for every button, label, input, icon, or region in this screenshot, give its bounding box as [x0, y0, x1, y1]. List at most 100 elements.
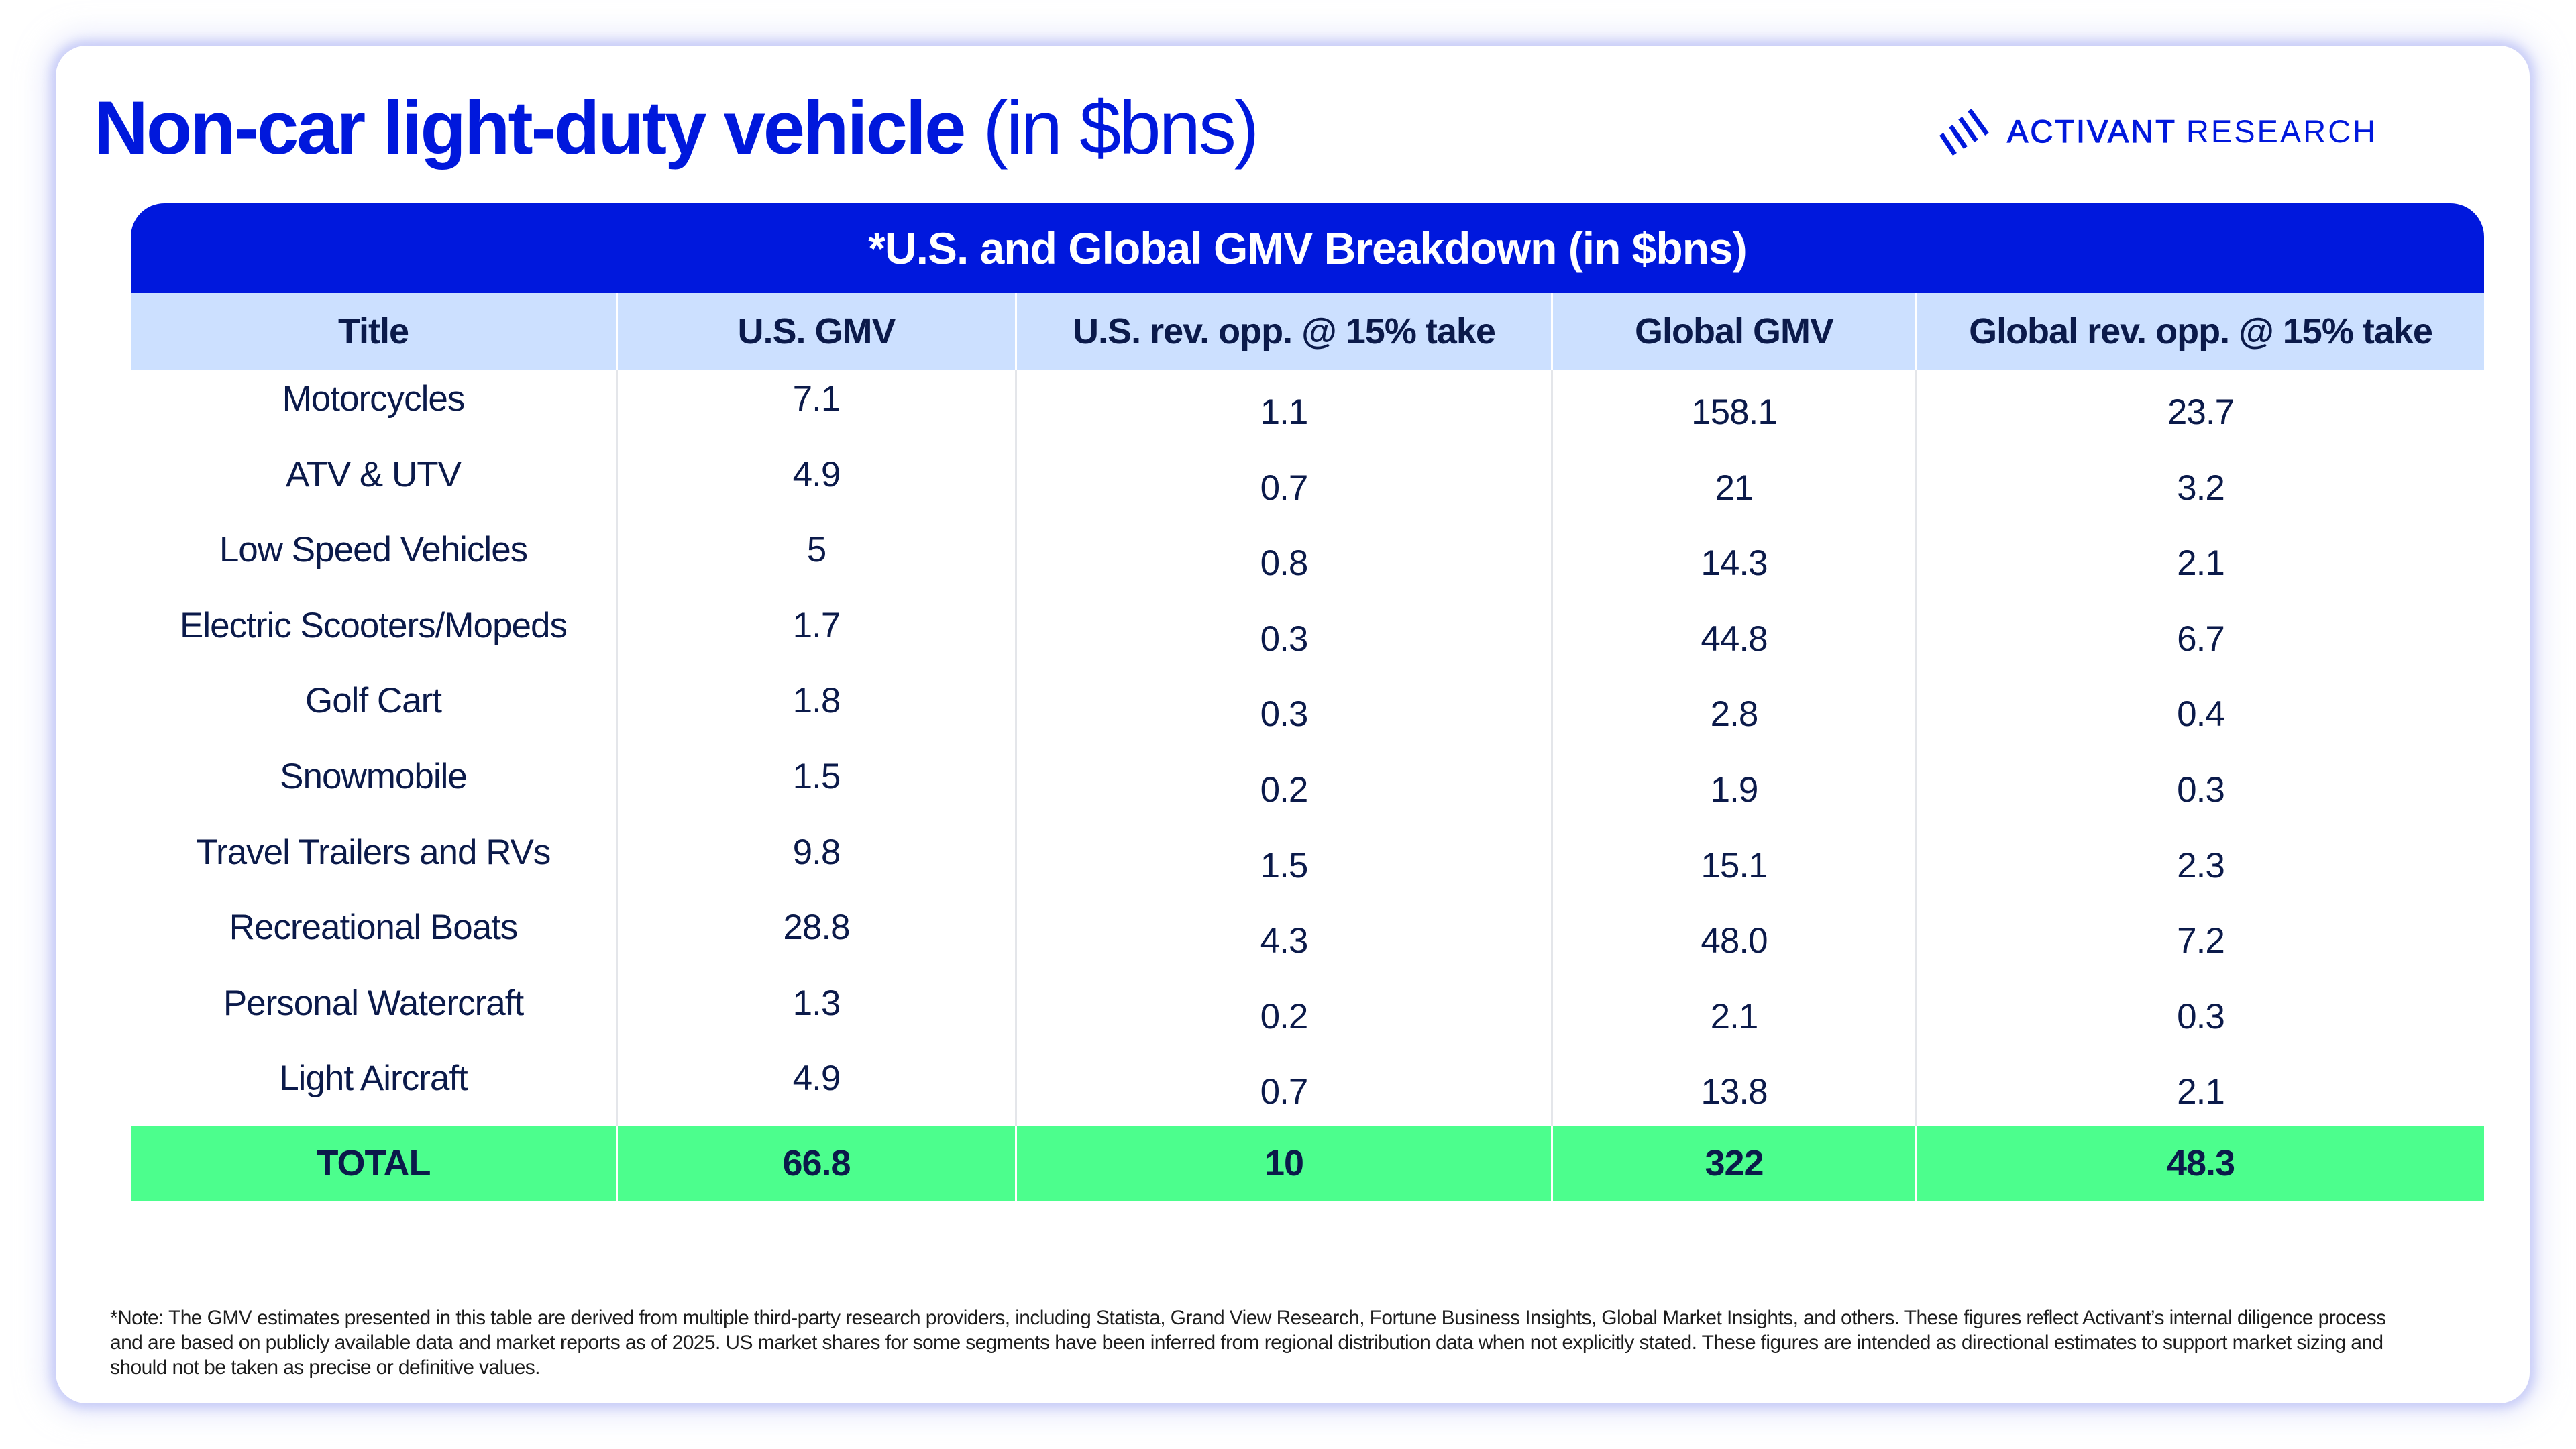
logo-brand-primary: ACTIVANT: [2006, 113, 2177, 149]
column-header-us-gmv: U.S. GMV: [616, 293, 1015, 370]
table-cell-value: 1.1: [1260, 392, 1309, 432]
table-cell-us-rev-opp: 0.2: [1015, 747, 1551, 824]
activant-research-logo: ACTIVANT RESEARCH: [1939, 107, 2377, 156]
table-cell-title: Motorcycles: [131, 370, 616, 446]
table-cell-value: 14.3: [1701, 543, 1768, 584]
column-header-title: Title: [131, 293, 616, 370]
table-cell-value: 1.5: [1260, 845, 1309, 885]
table-cell-us-rev-opp: 1.5: [1015, 823, 1551, 900]
table-cell-us-gmv: 5: [616, 521, 1015, 597]
footnote: *Note: The GMV estimates presented in th…: [110, 1307, 2386, 1379]
table-cell-global-rev-opp: 2.1: [1915, 1050, 2484, 1126]
table-cell-title: Travel Trailers and RVs: [131, 824, 616, 900]
table-cell-value: 2.1: [2177, 543, 2225, 584]
table-cell-title: Light Aircraft: [131, 1050, 616, 1126]
total-cell-us-gmv: 66.8: [616, 1125, 1015, 1201]
table-cell-title: Personal Watercraft: [131, 975, 616, 1051]
total-cell-global-gmv: 322: [1551, 1125, 1915, 1201]
table-cell-value: 1.8: [792, 681, 841, 721]
table-cell-value: 1.3: [792, 983, 841, 1023]
table-cell-us-rev-opp: 0.7: [1015, 445, 1551, 522]
table-cell-value: 0.4: [2177, 694, 2225, 735]
table-cell-value: Travel Trailers and RVs: [196, 832, 551, 872]
table-cell-us-rev-opp: 0.3: [1015, 596, 1551, 673]
column-header-global-rev-opp: Global rev. opp. @ 15% take: [1915, 293, 2484, 370]
table-cell-value: 158.1: [1691, 392, 1778, 432]
table-cell-value: 2.1: [1710, 996, 1759, 1036]
table-cell-value: ATV & UTV: [286, 454, 462, 494]
table-cell-value: Recreational Boats: [229, 908, 519, 948]
table-banner-title: *U.S. and Global GMV Breakdown (in $bns): [131, 203, 2484, 293]
table-cell-global-gmv: 21: [1551, 445, 1915, 522]
table-cell-title: Electric Scooters/Mopeds: [131, 597, 616, 673]
table-cell-value: Snowmobile: [280, 756, 468, 796]
table-cell-value: Personal Watercraft: [223, 983, 524, 1023]
table-cell-us-rev-opp: 0.3: [1015, 672, 1551, 748]
table-cell-value: 6.7: [2177, 619, 2225, 659]
table-cell-global-gmv: 2.1: [1551, 974, 1915, 1051]
table-cell-value: 0.7: [1260, 468, 1309, 508]
table-cell-us-gmv: 7.1: [616, 370, 1015, 446]
table-cell-global-rev-opp: 7.2: [1915, 899, 2484, 975]
column-header-us-rev-opp: U.S. rev. opp. @ 15% take: [1015, 293, 1551, 370]
gmv-breakdown-table: *U.S. and Global GMV Breakdown (in $bns)…: [131, 203, 2484, 1201]
table-cell-us-gmv: 1.7: [616, 596, 1015, 673]
table-cell-value: 9.8: [792, 832, 841, 872]
table-cell-value: 2.8: [1710, 694, 1759, 735]
page-title: Non-car light-duty vehicle (in $bns): [94, 85, 1259, 172]
table-cell-value: 15.1: [1701, 845, 1768, 885]
table-cell-global-gmv: 44.8: [1551, 596, 1915, 673]
table-cell-us-rev-opp: 0.8: [1015, 521, 1551, 597]
table-cell-value: 48.0: [1701, 921, 1768, 961]
table-cell-value: Motorcycles: [282, 379, 466, 419]
table-cell-value: Low Speed Vehicles: [219, 530, 528, 570]
logo-brand-secondary: RESEARCH: [2186, 113, 2378, 149]
table-cell-value: 44.8: [1701, 619, 1768, 659]
table-cell-value: 0.3: [1260, 619, 1309, 659]
table-cell-value: 3.2: [2177, 468, 2225, 508]
logo-wordmark: ACTIVANT RESEARCH: [2006, 107, 2378, 156]
table-cell-us-gmv: 1.3: [616, 974, 1015, 1051]
table-cell-value: 0.3: [2177, 769, 2225, 810]
table-cell-title: Snowmobile: [131, 748, 616, 824]
table-cell-value: 1.7: [792, 605, 841, 645]
table-cell-us-gmv: 4.9: [616, 1050, 1015, 1126]
page-title-main: Non-car light-duty vehicle: [94, 86, 966, 170]
table-cell-title: ATV & UTV: [131, 446, 616, 522]
table-cell-us-rev-opp: 4.3: [1015, 899, 1551, 975]
page-title-unit: (in $bns): [983, 86, 1259, 170]
table-cell-us-gmv: 1.5: [616, 747, 1015, 824]
table-cell-value: 4.9: [792, 454, 841, 494]
table-cell-us-rev-opp: 0.7: [1015, 1050, 1551, 1126]
table-cell-us-rev-opp: 0.2: [1015, 974, 1551, 1051]
table-cell-value: 28.8: [783, 908, 850, 948]
table-cell-value: 4.3: [1260, 921, 1309, 961]
table-cell-value: 0.7: [1260, 1072, 1309, 1112]
table-cell-value: 1.5: [792, 756, 841, 796]
diagonal-stripes-logo-icon: [1939, 108, 1989, 156]
table-cell-title: Low Speed Vehicles: [131, 521, 616, 597]
table-cell-us-gmv: 4.9: [616, 445, 1015, 522]
table-cell-global-rev-opp: 0.3: [1915, 747, 2484, 824]
table-cell-global-rev-opp: 0.3: [1915, 974, 2484, 1051]
column-header-global-gmv: Global GMV: [1551, 293, 1915, 370]
table-cell-value: 2.1: [2177, 1072, 2225, 1112]
table-cell-us-rev-opp: 1.1: [1015, 370, 1551, 446]
table-cell-value: 21: [1715, 468, 1754, 508]
table-cell-value: 0.2: [1260, 996, 1309, 1036]
table-cell-global-gmv: 158.1: [1551, 370, 1915, 446]
table-cell-us-gmv: 1.8: [616, 672, 1015, 748]
table-cell-global-gmv: 1.9: [1551, 747, 1915, 824]
table-cell-value: 5: [806, 530, 826, 570]
table-cell-global-rev-opp: 6.7: [1915, 596, 2484, 673]
table-cell-value: 7.1: [792, 379, 841, 419]
table-cell-value: 0.8: [1260, 543, 1309, 584]
table-cell-value: 0.3: [1260, 694, 1309, 735]
table-cell-value: 2.3: [2177, 845, 2225, 885]
table-cell-global-rev-opp: 23.7: [1915, 370, 2484, 446]
table-cell-title: Recreational Boats: [131, 899, 616, 975]
table-cell-value: 0.2: [1260, 769, 1309, 810]
table-cell-global-gmv: 2.8: [1551, 672, 1915, 748]
table-cell-global-gmv: 15.1: [1551, 823, 1915, 900]
total-cell-us-rev-opp: 10: [1015, 1125, 1551, 1201]
